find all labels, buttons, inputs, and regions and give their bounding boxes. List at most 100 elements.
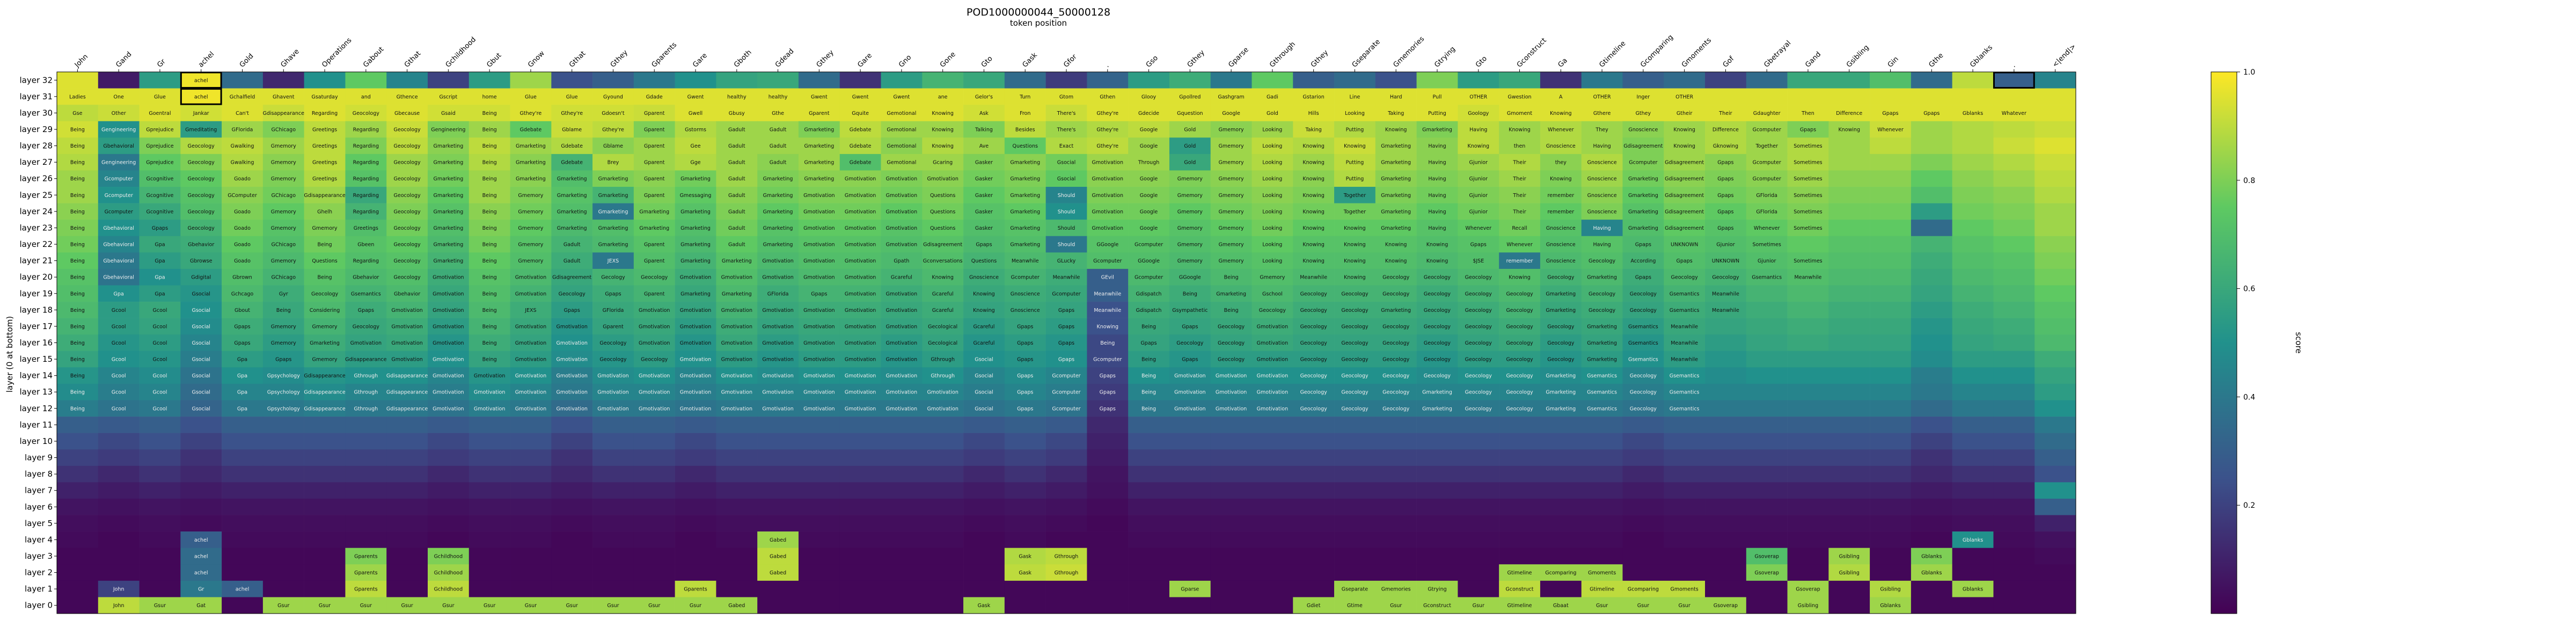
heatmap-cell xyxy=(1087,334,1129,352)
heatmap-cell xyxy=(98,531,140,548)
heatmap-cell xyxy=(1458,334,1499,352)
heatmap-cell xyxy=(839,203,881,220)
cell-label: Gmotivation xyxy=(556,357,587,363)
cell-label: Gchildhood xyxy=(434,553,463,559)
heatmap-cell xyxy=(592,121,634,138)
cell-label: Knowing xyxy=(1509,275,1531,281)
heatmap-cell xyxy=(1128,449,1170,466)
cell-label: Gwent xyxy=(811,94,828,100)
cell-label: Being xyxy=(1224,275,1239,281)
cell-label: Gsur xyxy=(277,603,289,609)
cell-label: Gcool xyxy=(112,406,126,412)
cell-label: Gmotivation xyxy=(639,406,670,412)
cell-label: Gmarketing xyxy=(1546,308,1576,313)
heatmap-cell xyxy=(1952,88,1994,105)
heatmap-cell xyxy=(1128,137,1170,155)
heatmap-cell xyxy=(139,433,181,450)
cell-label: Gmotivation xyxy=(1257,390,1288,396)
heatmap-cell xyxy=(839,121,881,138)
heatmap-cell xyxy=(1622,121,1664,138)
heatmap-cell xyxy=(1004,351,1046,368)
heatmap-cell xyxy=(1911,105,1952,122)
cell-label: Gmotivation xyxy=(556,373,587,379)
heatmap-cell xyxy=(1169,449,1211,466)
heatmap-cell xyxy=(1993,302,2035,318)
heatmap-cell xyxy=(881,220,923,237)
heatmap-cell xyxy=(1375,498,1417,515)
heatmap-cell xyxy=(922,318,964,335)
cell-label: Gsocial xyxy=(1057,160,1075,166)
heatmap-cell xyxy=(1705,105,1747,122)
heatmap-cell xyxy=(1045,482,1087,499)
cell-label: Being xyxy=(1100,340,1115,346)
heatmap-cell xyxy=(1993,498,2035,515)
cell-label: Gcool xyxy=(153,390,167,396)
heatmap-cell xyxy=(1045,302,1087,318)
heatmap-cell xyxy=(1128,302,1170,318)
cell-label: Gparents xyxy=(354,553,378,559)
heatmap-cell xyxy=(2035,203,2076,220)
heatmap-cell xyxy=(469,285,510,302)
heatmap-cell xyxy=(798,72,840,89)
heatmap-cell xyxy=(839,268,881,286)
heatmap-cell xyxy=(139,417,181,433)
heatmap-cell xyxy=(675,433,716,450)
cell-label: Taking xyxy=(1387,111,1404,116)
heatmap-cell xyxy=(633,465,675,483)
cell-label: Should xyxy=(1058,209,1075,215)
cell-label: Gthey're xyxy=(520,111,542,116)
cell-label: Google xyxy=(1140,127,1158,133)
cell-label: Geocology xyxy=(1589,308,1616,313)
heatmap-cell xyxy=(180,351,222,368)
heatmap-cell xyxy=(1952,548,1994,565)
heatmap-cell xyxy=(757,121,799,138)
heatmap-cell xyxy=(1416,564,1458,581)
heatmap-cell xyxy=(1375,137,1417,155)
heatmap-cell xyxy=(427,220,470,237)
heatmap-cell xyxy=(1993,580,2035,597)
heatmap-cell xyxy=(427,351,470,368)
heatmap-cell xyxy=(386,482,428,499)
cell-label: Gpaps xyxy=(1677,258,1693,264)
y-tick-label: layer 16 xyxy=(20,338,53,348)
heatmap-cell xyxy=(1952,252,1994,269)
cell-label: Gmemory xyxy=(1219,127,1244,133)
cell-label: Their xyxy=(1512,176,1526,182)
heatmap-cell xyxy=(922,417,964,433)
cell-label: Gmotivation xyxy=(556,324,587,330)
cell-label: Gmotivation xyxy=(391,324,422,330)
heatmap-cell xyxy=(98,433,140,450)
heatmap-cell xyxy=(222,482,264,499)
cell-label: Gmemory xyxy=(1219,258,1244,264)
cell-label: Gsemantics xyxy=(1628,340,1658,346)
heatmap-cell xyxy=(633,433,675,450)
cell-label: Gnoscience xyxy=(1011,308,1040,313)
heatmap-cell xyxy=(922,121,964,138)
cell-label: Gmarketing xyxy=(557,209,587,215)
heatmap-cell xyxy=(427,170,470,187)
cell-label: Being xyxy=(482,340,497,346)
heatmap-cell xyxy=(633,170,675,187)
cell-label: Gsur xyxy=(1473,603,1484,609)
cell-label: Gpath xyxy=(894,258,909,264)
cell-label: Knowing xyxy=(1385,258,1407,264)
heatmap-cell xyxy=(1787,548,1829,565)
cell-label: Gpaps xyxy=(1182,357,1198,363)
heatmap-cell xyxy=(1416,548,1458,565)
cell-label: achel xyxy=(194,94,208,100)
cell-label: Hills xyxy=(1308,111,1319,116)
cell-label: Gbehavior xyxy=(394,291,420,297)
cell-label: Gmotivation xyxy=(927,406,958,412)
heatmap-cell xyxy=(1870,154,1912,171)
heatmap-cell xyxy=(2035,236,2076,253)
cell-label: Gthey're xyxy=(561,111,583,116)
heatmap-cell xyxy=(386,72,428,89)
cell-label: Looking xyxy=(1262,242,1282,248)
heatmap-cell xyxy=(1458,268,1499,286)
heatmap-cell xyxy=(180,268,222,286)
heatmap-cell xyxy=(1169,515,1211,532)
heatmap-cell xyxy=(98,417,140,433)
cell-label: Google xyxy=(1140,176,1158,182)
heatmap-cell xyxy=(1664,482,1706,499)
